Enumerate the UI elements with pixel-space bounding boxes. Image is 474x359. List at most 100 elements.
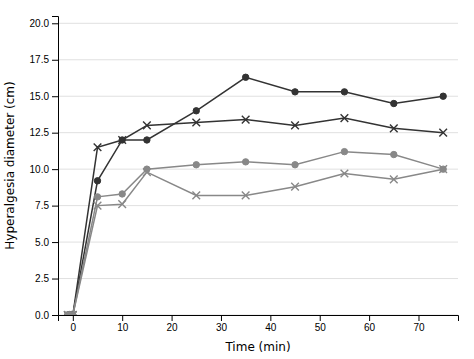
tick: 5.0 <box>35 237 58 248</box>
series-marker <box>193 108 199 114</box>
tick-label: 50 <box>315 322 327 333</box>
tick: 7.5 <box>35 200 58 211</box>
series-marker <box>144 137 150 143</box>
tick: 15.0 <box>30 91 58 102</box>
grid-line <box>58 278 458 279</box>
tick: 0.0 <box>35 310 58 321</box>
series-marker <box>391 100 397 106</box>
tick: 17.5 <box>30 54 58 65</box>
tick-mark <box>52 206 58 207</box>
tick-mark <box>52 315 58 316</box>
series-line <box>68 152 443 315</box>
series-marker <box>192 192 200 200</box>
series-marker <box>193 162 199 168</box>
grid-line <box>58 23 458 24</box>
tick-label: 7.5 <box>35 200 49 211</box>
tick-label: 5.0 <box>35 237 49 248</box>
series-marker <box>291 122 299 130</box>
grid-line <box>58 132 458 133</box>
tick-mark <box>52 96 58 97</box>
series-marker <box>439 129 447 137</box>
series-marker <box>291 183 299 191</box>
tick-label: 60 <box>364 322 376 333</box>
tick-label: 20.0 <box>30 18 50 29</box>
grid-line <box>58 96 458 97</box>
series-marker <box>69 311 77 315</box>
tick-label: 12.5 <box>30 127 50 138</box>
tick: 60 <box>364 315 376 333</box>
tick-mark <box>52 60 58 61</box>
series-marker <box>94 143 102 151</box>
series-marker <box>118 200 126 208</box>
tick-mark <box>221 315 222 321</box>
series-marker <box>242 192 250 200</box>
grid-line <box>58 169 458 170</box>
tick: 10.0 <box>30 164 58 175</box>
tick-label: 0.0 <box>35 310 49 321</box>
tick-mark <box>52 23 58 24</box>
tick: 30 <box>216 315 228 333</box>
tick-label: 15.0 <box>30 91 50 102</box>
y-axis: 0.0 2.5 5.0 7.5 10.0 12.5 15.0 17.5 20.0 <box>30 17 59 321</box>
axis-line <box>59 316 459 322</box>
series-marker <box>242 159 248 165</box>
series-marker <box>390 124 398 132</box>
tick: 0 <box>71 315 77 333</box>
x-axis-title: Time (min) <box>224 340 290 354</box>
grid-line <box>58 59 458 60</box>
y-axis-title: Hyperalgesia diameter (cm) <box>3 81 17 249</box>
series-marker <box>439 165 447 173</box>
tick-mark <box>418 315 419 321</box>
series-marker <box>440 93 446 99</box>
tick-mark <box>270 315 271 321</box>
series-marker <box>94 194 100 200</box>
series-marker <box>341 89 347 95</box>
x-axis: 0 10 20 30 40 50 60 70 <box>59 315 459 333</box>
series-line <box>68 118 443 315</box>
series-line <box>68 77 443 315</box>
grid-line <box>58 242 458 243</box>
tick: 20.0 <box>30 18 58 29</box>
series-marker <box>242 116 250 124</box>
tick-mark <box>52 279 58 280</box>
series-marker <box>94 202 102 210</box>
series-marker <box>192 119 200 127</box>
series-marker <box>94 178 100 184</box>
series-marker <box>143 122 151 130</box>
series-marker <box>292 162 298 168</box>
tick: 2.5 <box>35 273 58 284</box>
series-marker <box>341 170 349 178</box>
series-marker <box>341 148 347 154</box>
tick-mark <box>52 242 58 243</box>
tick-label: 0 <box>71 322 77 333</box>
tick: 40 <box>265 315 277 333</box>
grid-line <box>58 205 458 206</box>
tick: 20 <box>167 315 179 333</box>
tick-mark <box>73 315 74 321</box>
tick-label: 20 <box>167 322 179 333</box>
tick-mark <box>172 315 173 321</box>
plot-area: 0 10 20 30 40 50 60 70 0.0 2.5 5.0 7.5 10.0 12.5 15.0 1… <box>30 17 459 334</box>
series-marker <box>242 74 248 80</box>
series-marker <box>118 136 126 144</box>
tick-mark <box>122 315 123 321</box>
series-marker <box>119 191 125 197</box>
series-marker <box>341 114 349 122</box>
tick-label: 70 <box>413 322 425 333</box>
series-group <box>64 74 447 315</box>
chart: 0 10 20 30 40 50 60 70 0.0 2.5 5.0 7.5 10.0 12.5 15.0 1… <box>0 0 474 359</box>
series-marker <box>292 89 298 95</box>
tick: 10 <box>117 315 129 333</box>
series-line <box>68 169 443 315</box>
tick-label: 10.0 <box>30 164 50 175</box>
series-marker <box>390 176 398 184</box>
tick-label: 17.5 <box>30 54 50 65</box>
tick: 70 <box>413 315 425 333</box>
tick-label: 2.5 <box>35 273 49 284</box>
tick: 50 <box>315 315 327 333</box>
axis-line <box>52 17 59 316</box>
tick-label: 10 <box>117 322 129 333</box>
grid <box>58 23 458 315</box>
tick-label: 30 <box>216 322 228 333</box>
tick-mark <box>52 133 58 134</box>
